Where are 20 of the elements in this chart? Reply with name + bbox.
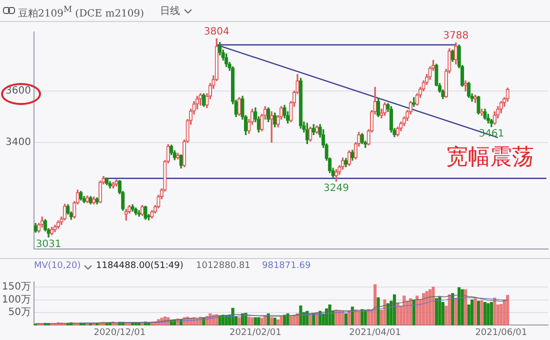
text: 3788 (443, 30, 469, 42)
y-tick-label: 150万 (2, 282, 31, 293)
text: 1012880.81 (196, 261, 250, 271)
text: 3249 (324, 182, 349, 194)
y-tick-label: 3600 (6, 86, 31, 97)
chart-subtitle: 日线 (160, 4, 180, 18)
y-tick-label: 3400 (6, 137, 31, 148)
text: 3804 (204, 26, 230, 38)
text: 3031 (36, 238, 62, 250)
y-tick-label: 50万 (8, 307, 31, 318)
text: 1184488.00(51:49) (96, 261, 184, 271)
x-tick-label: 2021/02/01 (230, 328, 282, 338)
x-tick-label: 2020/12/01 (94, 328, 146, 338)
y-tick-label: 100万 (2, 294, 31, 306)
x-tick-label: 2021/06/01 (475, 328, 528, 338)
chart-title: MV(10,20) (34, 261, 81, 271)
chart-title: 豆粕2109$^{M}$ (DCE m2109) (18, 4, 144, 20)
x-tick-label: 2021/04/01 (349, 328, 401, 338)
text: 981871.69 (262, 261, 311, 271)
annotation: 宽幅震荡 (446, 144, 534, 172)
